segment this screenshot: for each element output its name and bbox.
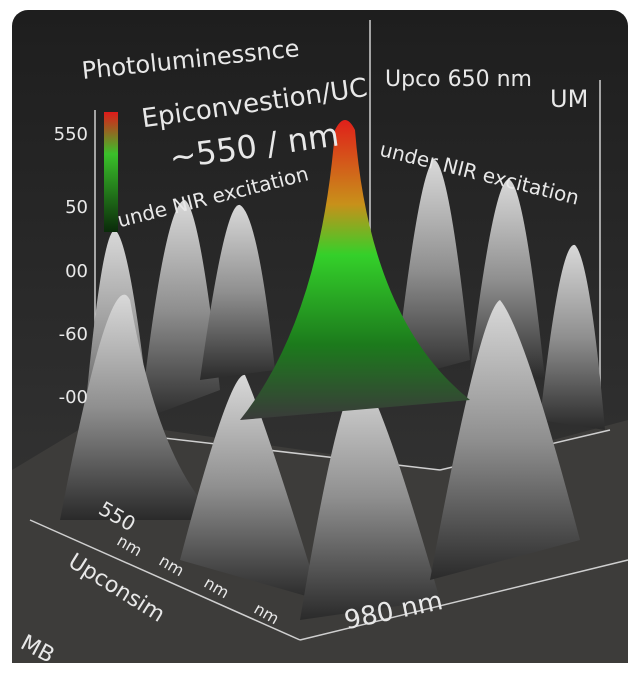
side-text: Upco 650 nm — [385, 67, 532, 92]
y-tick-label: 550 — [54, 124, 88, 145]
y-tick-label: -60 — [59, 324, 88, 345]
y-tick-label: -00 — [59, 387, 88, 408]
y-tick-label: 00 — [65, 261, 88, 282]
y-tick-label: 50 — [65, 197, 88, 218]
corner-text: UM — [550, 85, 588, 113]
image: Photoluminessnce Epiconvestion/UC ~550 /… — [0, 0, 640, 673]
